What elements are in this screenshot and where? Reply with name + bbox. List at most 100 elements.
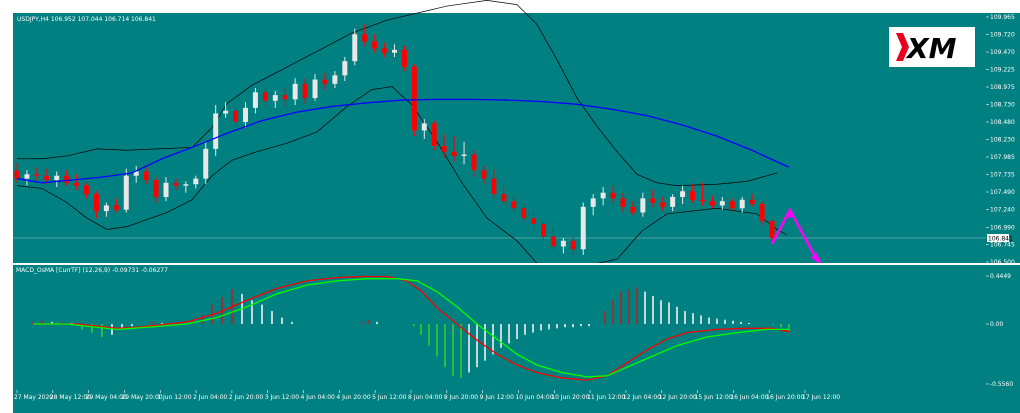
macd-tick-label: -0.5560 <box>990 381 1013 388</box>
time-tick-label: 4 Jun 20:00 <box>336 394 370 401</box>
bear-candle <box>34 174 40 176</box>
bollinger-bands <box>16 0 788 269</box>
bull-candle <box>719 201 725 206</box>
bear-candle <box>44 175 50 180</box>
bull-candle <box>670 196 676 207</box>
bear-candle <box>630 206 636 213</box>
bull-candle <box>332 75 338 84</box>
price-tag: 106.841 <box>988 236 1013 243</box>
bear-candle <box>660 202 666 207</box>
macd-line <box>33 275 790 381</box>
bull-candle <box>203 148 209 179</box>
price-axis-area <box>986 13 1020 263</box>
price-tick-label: 108.975 <box>990 84 1015 91</box>
bear-candle <box>14 170 20 179</box>
time-tick-label: 1 Jun 12:00 <box>157 394 191 401</box>
upper-band-line <box>17 0 778 186</box>
bull-candle <box>292 83 298 100</box>
bear-candle <box>769 220 775 238</box>
bear-candle <box>262 92 268 101</box>
macd-plot-area <box>13 265 986 390</box>
bull-candle <box>342 61 348 76</box>
main-header: USDJPY,H4 106.952 107.044 106.714 106.84… <box>17 16 156 23</box>
bear-candle <box>471 154 477 171</box>
bull-candle <box>242 107 248 122</box>
price-tick-label: 107.735 <box>990 172 1015 179</box>
time-tick-label: 8 Jun 20:00 <box>444 394 478 401</box>
time-tick-label: 8 Jun 04:00 <box>408 394 442 401</box>
bear-candle <box>541 223 547 237</box>
main-panel: USDJPY,H4 106.952 107.044 106.714 106.84… <box>13 0 1020 269</box>
time-tick-label: 2 Jun 04:00 <box>193 394 227 401</box>
bull-candle <box>421 123 427 131</box>
time-tick-label: 10 Jun 04:00 <box>515 394 553 401</box>
macd-axis: 0.4449 0.00 -0.5560 <box>986 273 1013 388</box>
logo-mark-red <box>896 33 909 61</box>
bear-candle <box>570 240 576 250</box>
time-tick-label: 10 Jun 20:00 <box>551 394 589 401</box>
time-tick-label: 9 Jun 12:00 <box>480 394 514 401</box>
price-tick-label: 106.500 <box>990 259 1015 266</box>
bear-candle <box>64 175 70 183</box>
price-tick-label: 106.990 <box>990 224 1015 231</box>
bear-candle <box>729 201 735 209</box>
time-tick-label: 29 May 20:00 <box>121 394 162 401</box>
bear-candle <box>749 199 755 205</box>
bull-candle <box>193 178 199 185</box>
bull-candle <box>580 206 586 250</box>
bear-candle <box>93 194 99 212</box>
bear-candle <box>153 179 159 197</box>
time-tick-label: 5 Jun 12:00 <box>372 394 406 401</box>
main-plot-area <box>13 13 986 263</box>
bear-candle <box>550 236 556 247</box>
bull-candle <box>680 191 686 197</box>
bull-candle <box>461 154 467 156</box>
bear-candle <box>282 95 288 100</box>
bull-candle <box>103 205 109 212</box>
forecast-arrowhead <box>811 252 822 264</box>
macd-tick-label: 0.00 <box>990 321 1004 328</box>
bear-candle <box>322 79 328 84</box>
time-tick-label: 29 May 04:00 <box>86 394 127 401</box>
bear-candle <box>302 83 308 98</box>
bear-candle <box>74 182 80 186</box>
bear-candle <box>690 191 696 200</box>
bull-candle <box>312 79 318 98</box>
bear-candle <box>759 204 765 221</box>
ma-line <box>16 98 790 184</box>
bear-candle <box>372 41 378 49</box>
price-tick-label: 108.230 <box>990 137 1015 144</box>
bear-candle <box>521 208 527 219</box>
bull-candle <box>123 175 129 210</box>
bear-candle <box>610 192 616 199</box>
time-tick-label: 16 Jun 04:00 <box>730 394 768 401</box>
price-tick-label: 107.240 <box>990 207 1015 214</box>
bear-candle <box>84 185 90 195</box>
time-tick-label: 4 Jun 04:00 <box>301 394 335 401</box>
bear-candle <box>699 199 705 202</box>
bull-candle <box>24 174 30 179</box>
bull-candle <box>352 34 358 62</box>
macd-panel: MACD_OsMA [CurrTF] (12,26,9) -0.09731 -0… <box>13 265 1020 390</box>
time-tick-label: 17 Jun 12:00 <box>802 394 840 401</box>
forecast-arrow <box>770 207 822 264</box>
bull-candle <box>133 171 139 176</box>
bear-candle <box>501 194 507 202</box>
price-tick-label: 109.225 <box>990 66 1015 73</box>
price-tag-box <box>987 234 1009 242</box>
bull-candle <box>590 198 596 207</box>
bear-candle <box>143 171 149 180</box>
macd-lines <box>33 275 790 381</box>
bear-candle <box>709 201 715 206</box>
bull-candle <box>183 184 189 186</box>
bear-candle <box>451 151 457 156</box>
time-tick-label: 16 Jun 20:00 <box>766 394 804 401</box>
bull-candle <box>213 113 219 149</box>
time-tick-label: 12 Jun 04:00 <box>623 394 661 401</box>
time-tick-label: 12 Jun 20:00 <box>659 394 697 401</box>
bear-candle <box>173 182 179 186</box>
candles <box>14 24 775 255</box>
time-tick-label: 15 Jun 12:00 <box>695 394 733 401</box>
